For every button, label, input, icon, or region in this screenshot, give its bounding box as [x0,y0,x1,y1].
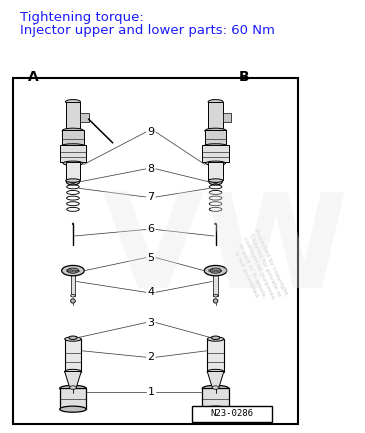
Text: 5: 5 [147,252,154,263]
Bar [71,268,75,296]
Bar [205,130,226,145]
Ellipse shape [208,179,223,182]
Polygon shape [65,372,81,388]
Ellipse shape [213,294,218,297]
Bar [202,388,229,409]
Bar [66,102,80,130]
Bar [80,113,89,122]
Bar [66,162,80,180]
Polygon shape [207,372,224,388]
Ellipse shape [205,161,226,165]
Text: 0.5mm: 0.5mm [208,268,223,273]
Bar [60,388,86,409]
Bar [207,339,224,372]
Ellipse shape [210,268,221,273]
Ellipse shape [66,179,80,182]
Ellipse shape [212,386,219,389]
Text: 4: 4 [147,287,154,297]
Text: B: B [239,70,249,84]
Ellipse shape [65,369,81,374]
Text: A: A [28,70,39,84]
Bar [208,162,223,180]
Ellipse shape [71,266,75,269]
Ellipse shape [212,180,219,184]
Ellipse shape [61,144,85,148]
Bar [62,130,84,145]
Ellipse shape [66,179,80,185]
Ellipse shape [205,128,226,133]
Ellipse shape [204,144,227,148]
Ellipse shape [209,179,222,185]
Bar [60,145,86,162]
Bar [13,78,299,424]
Text: 7: 7 [147,192,154,202]
Text: 8: 8 [147,164,154,174]
Ellipse shape [60,385,86,391]
Bar [213,268,218,296]
Text: 3: 3 [147,317,154,328]
Ellipse shape [60,406,86,412]
Text: N23-0286: N23-0286 [211,410,254,418]
Text: 0.4mm: 0.4mm [65,268,81,273]
Ellipse shape [215,223,216,225]
Ellipse shape [62,128,84,133]
Ellipse shape [202,406,229,412]
Text: Protected by copyright.
Copying for private or
commercial purposes,
in part or i: Protected by copyright. Copying for priv… [228,228,289,309]
Text: 6: 6 [147,224,154,235]
Ellipse shape [213,299,218,303]
Ellipse shape [63,161,83,165]
Ellipse shape [65,100,80,104]
Ellipse shape [71,299,75,303]
Text: 1: 1 [147,387,154,397]
Ellipse shape [70,386,76,389]
Ellipse shape [213,266,218,269]
Ellipse shape [208,100,223,104]
Ellipse shape [65,337,81,341]
Ellipse shape [204,265,227,276]
Bar [223,113,231,122]
Bar [202,145,229,162]
Text: 2: 2 [147,352,154,362]
Ellipse shape [211,336,220,339]
Ellipse shape [71,294,75,297]
Ellipse shape [69,336,77,339]
Text: VW: VW [101,187,349,315]
Text: Tightening torque:: Tightening torque: [20,11,144,24]
Ellipse shape [67,268,78,273]
Bar [192,406,272,422]
Ellipse shape [70,180,76,184]
Bar [208,102,223,130]
Bar [65,339,81,372]
Text: 9: 9 [147,127,154,137]
Ellipse shape [207,337,224,341]
Ellipse shape [202,385,229,391]
Ellipse shape [207,369,224,374]
Text: Injector upper and lower parts: 60 Nm: Injector upper and lower parts: 60 Nm [20,24,275,37]
Ellipse shape [72,223,74,225]
Ellipse shape [62,265,84,276]
